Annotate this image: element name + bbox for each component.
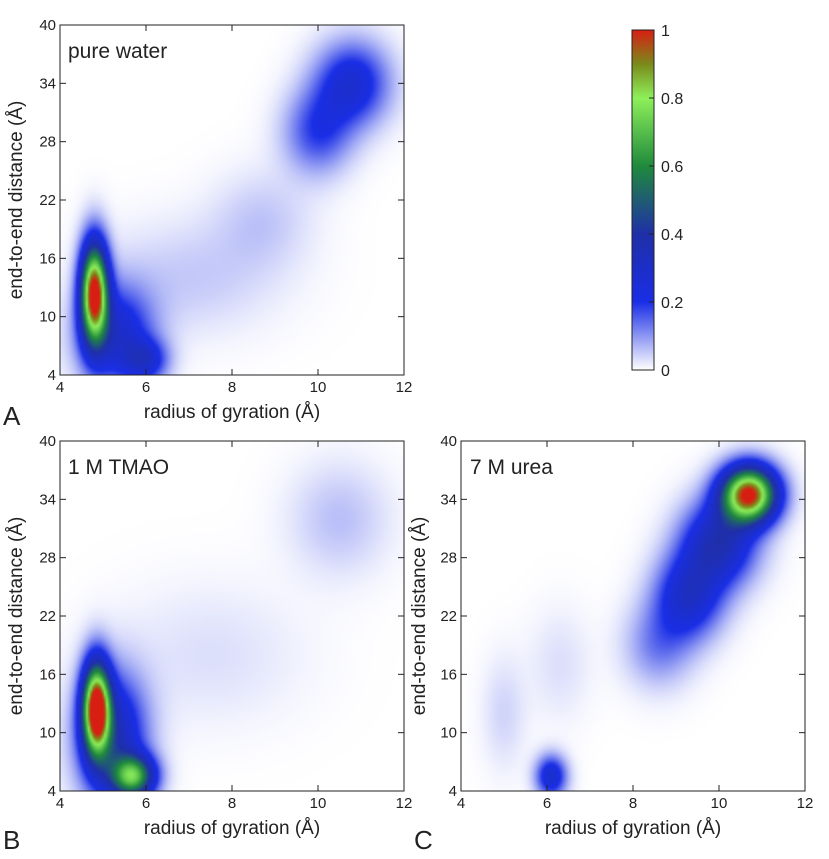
colorbar-tick-label: 0.8 [661, 91, 683, 108]
axis-ticks: 4 6 8 10 12 4 10 16 22 28 34 40 [39, 17, 412, 396]
y-tick-label: 22 [39, 608, 56, 625]
x-tick-label: 8 [629, 795, 637, 812]
y-tick-label: 28 [39, 550, 56, 567]
y-tick-label: 4 [48, 783, 56, 800]
x-tick-label: 12 [396, 379, 413, 396]
y-tick-label: 10 [440, 725, 457, 742]
panel-letter: A [3, 401, 21, 431]
axis-ticks: 4 6 8 10 12 4 10 16 22 28 34 40 [440, 433, 813, 812]
colorbar-tick-label: 0.6 [661, 159, 683, 176]
x-tick-label: 8 [228, 379, 236, 396]
y-tick-label: 28 [440, 550, 457, 567]
y-axis-label: end-to-end distance (Å) [6, 101, 27, 300]
panel-c: 4 6 8 10 12 4 10 16 22 28 34 40 7 M urea radius of … [409, 433, 813, 855]
axis-ticks: 4 6 8 10 12 4 10 16 22 28 34 40 [39, 433, 412, 812]
colorbar-tick-label: 1 [661, 23, 670, 40]
heatmap-pure-water [60, 25, 404, 375]
x-axis-label: radius of gyration (Å) [144, 402, 320, 423]
x-tick-label: 4 [457, 795, 465, 812]
x-tick-label: 6 [543, 795, 551, 812]
x-tick-label: 10 [711, 795, 728, 812]
colorbar-gradient [631, 29, 655, 371]
y-tick-label: 4 [449, 783, 457, 800]
y-tick-label: 34 [39, 491, 56, 508]
y-tick-label: 22 [440, 608, 457, 625]
colorbar-tick-label: 0.4 [661, 227, 683, 244]
y-tick-label: 4 [48, 367, 56, 384]
colorbar-ticks: 0 0.2 0.4 0.6 0.8 1 [649, 23, 683, 380]
panel-letter: C [414, 825, 433, 855]
panel-a: 4 6 8 10 12 4 10 16 22 28 34 40 pure water radius o… [3, 17, 412, 431]
y-tick-label: 16 [39, 666, 56, 683]
colorbar-tick-label: 0.2 [661, 295, 683, 312]
y-tick-label: 10 [39, 309, 56, 326]
y-tick-label: 40 [39, 433, 56, 450]
x-axis-label: radius of gyration (Å) [144, 818, 320, 839]
heatmap-tmao [60, 441, 404, 791]
colorbar-tick-label: 0 [661, 363, 670, 380]
y-tick-label: 34 [440, 491, 457, 508]
y-tick-label: 16 [39, 250, 56, 267]
inset-label: pure water [68, 40, 167, 63]
panel-letter: B [3, 825, 20, 855]
colorbar: 0 0.2 0.4 0.6 0.8 1 [631, 23, 683, 380]
y-tick-label: 10 [39, 725, 56, 742]
y-axis-label: end-to-end distance (Å) [6, 517, 27, 716]
x-tick-label: 6 [142, 379, 150, 396]
y-tick-label: 28 [39, 134, 56, 151]
x-axis-label: radius of gyration (Å) [545, 818, 721, 839]
y-tick-label: 34 [39, 75, 56, 92]
x-tick-label: 12 [396, 795, 413, 812]
inset-label: 1 M TMAO [68, 456, 169, 479]
y-tick-label: 16 [440, 666, 457, 683]
x-tick-label: 4 [56, 379, 64, 396]
x-tick-label: 10 [310, 379, 327, 396]
y-tick-label: 40 [440, 433, 457, 450]
y-tick-label: 40 [39, 17, 56, 34]
y-tick-label: 22 [39, 192, 56, 209]
y-axis-label: end-to-end distance (Å) [409, 517, 430, 716]
x-tick-label: 12 [797, 795, 814, 812]
x-tick-label: 8 [228, 795, 236, 812]
x-tick-label: 6 [142, 795, 150, 812]
x-tick-label: 4 [56, 795, 64, 812]
heatmap-urea [461, 441, 805, 791]
inset-label: 7 M urea [470, 456, 553, 479]
panel-b: 4 6 8 10 12 4 10 16 22 28 34 40 1 M TMAO radius of … [3, 433, 412, 855]
x-tick-label: 10 [310, 795, 327, 812]
